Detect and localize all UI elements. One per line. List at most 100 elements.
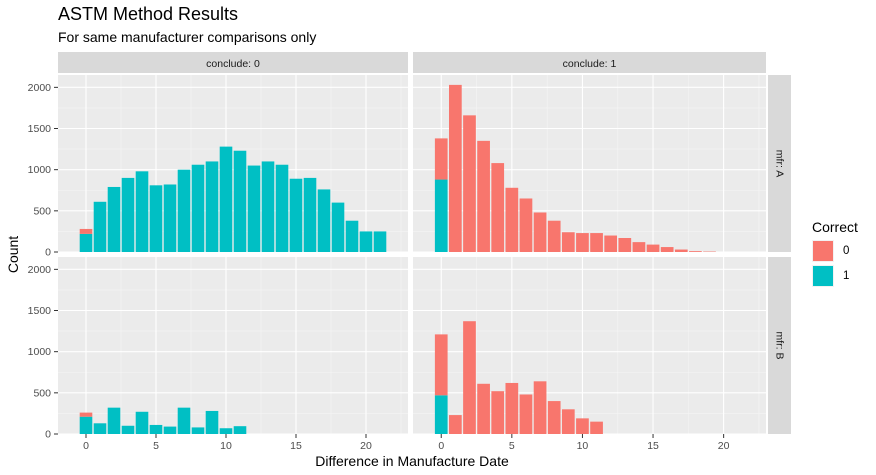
y-tick-label: 0 — [45, 429, 51, 441]
bar-correct-1 — [163, 184, 177, 252]
bar-correct-1 — [434, 179, 448, 252]
legend-title: Correct — [812, 219, 858, 235]
x-tick-label: 20 — [718, 440, 730, 452]
bar-correct-1 — [205, 161, 219, 252]
x-tick-label: 5 — [153, 440, 159, 452]
facet-row-label: mfr: B — [774, 332, 786, 360]
x-tick-label: 0 — [438, 440, 444, 452]
bar-correct-0 — [590, 233, 603, 252]
bar-correct-1 — [373, 231, 387, 252]
bar-correct-1 — [149, 185, 163, 252]
legend-key-1 — [813, 266, 833, 286]
x-axis-title: Difference in Manufacture Date — [315, 453, 509, 469]
bar-correct-1 — [79, 233, 93, 252]
bar-correct-1 — [359, 231, 373, 252]
facet-row-label: mfr: A — [774, 150, 786, 177]
bar-correct-1 — [107, 407, 121, 434]
bar-correct-0 — [561, 409, 575, 434]
x-tick-label: 10 — [577, 440, 589, 452]
bar-correct-0 — [674, 249, 688, 252]
bar-correct-0 — [505, 382, 519, 434]
y-tick-label: 1500 — [28, 123, 52, 135]
x-tick-label: 15 — [290, 440, 302, 452]
x-tick-label: 0 — [83, 440, 89, 452]
bar-correct-1 — [121, 425, 135, 434]
facet-strip-row — [768, 257, 791, 434]
bar-correct-1 — [317, 189, 331, 252]
bar-correct-1 — [177, 169, 191, 252]
bar-correct-0 — [434, 138, 448, 180]
bar-correct-0 — [547, 220, 561, 252]
bar-correct-0 — [477, 140, 490, 252]
x-tick-label: 10 — [220, 440, 232, 452]
bar-correct-0 — [561, 232, 575, 252]
facet-strip-col — [413, 52, 766, 73]
y-tick-label: 500 — [33, 387, 51, 399]
bar-correct-1 — [135, 411, 149, 434]
y-axis-title: Count — [5, 236, 21, 273]
bar-correct-0 — [449, 84, 462, 253]
bar-correct-1 — [247, 165, 261, 252]
bar-correct-1 — [191, 427, 205, 434]
bar-correct-0 — [505, 187, 519, 252]
bar-correct-0 — [646, 244, 660, 252]
bar-correct-0 — [618, 238, 632, 252]
bar-correct-0 — [576, 418, 589, 434]
bar-correct-0 — [79, 412, 93, 417]
bar-correct-1 — [275, 164, 289, 252]
bar-correct-0 — [604, 235, 618, 252]
y-tick-label: 1000 — [28, 164, 52, 176]
bar-correct-1 — [219, 428, 233, 434]
facet-col-label: conclude: 1 — [563, 58, 617, 70]
bar-correct-0 — [533, 381, 547, 434]
bar-correct-1 — [121, 177, 135, 252]
bar-correct-1 — [261, 161, 275, 252]
bar-correct-1 — [163, 426, 177, 434]
bar-correct-1 — [135, 171, 149, 252]
legend-label-1: 1 — [843, 270, 850, 282]
bar-correct-0 — [519, 198, 533, 252]
bar-correct-1 — [219, 146, 233, 252]
bar-correct-1 — [303, 177, 317, 252]
bar-correct-1 — [289, 178, 303, 252]
panel-background — [58, 257, 408, 434]
bar-correct-1 — [93, 423, 107, 434]
bar-correct-1 — [345, 220, 359, 252]
bar-correct-0 — [463, 115, 476, 252]
y-tick-label: 1500 — [28, 305, 52, 317]
bar-correct-0 — [660, 247, 674, 252]
x-tick-label: 5 — [509, 440, 515, 452]
bar-correct-0 — [491, 391, 505, 434]
bar-correct-0 — [576, 233, 589, 252]
legend-label-0: 0 — [843, 245, 850, 257]
bar-correct-1 — [191, 164, 205, 252]
bar-correct-0 — [689, 251, 702, 252]
bar-correct-0 — [491, 163, 505, 252]
chart-subtitle: For same manufacturer comparisons only — [58, 29, 317, 45]
y-tick-label: 1000 — [28, 346, 52, 358]
bar-correct-0 — [519, 394, 533, 434]
chart-title: ASTM Method Results — [58, 4, 239, 24]
y-tick-label: 500 — [33, 205, 51, 217]
x-tick-label: 15 — [647, 440, 659, 452]
bar-correct-0 — [434, 334, 448, 396]
x-tick-label: 20 — [360, 440, 372, 452]
bar-correct-0 — [547, 401, 561, 434]
bar-correct-0 — [477, 383, 490, 434]
bar-correct-1 — [233, 426, 247, 434]
bar-correct-0 — [463, 321, 476, 434]
bar-correct-1 — [331, 202, 345, 252]
bar-correct-0 — [449, 415, 462, 434]
bar-correct-1 — [205, 410, 219, 434]
y-tick-label: 2000 — [28, 264, 52, 276]
y-tick-label: 2000 — [28, 82, 52, 94]
bar-correct-0 — [590, 421, 603, 434]
facet-strip-row — [768, 75, 791, 252]
bar-correct-1 — [233, 150, 247, 252]
bar-correct-1 — [79, 416, 93, 434]
facet-strip-col — [58, 52, 408, 73]
bar-correct-0 — [79, 228, 93, 234]
bar-correct-0 — [632, 242, 646, 252]
facet-col-label: conclude: 0 — [206, 58, 260, 70]
